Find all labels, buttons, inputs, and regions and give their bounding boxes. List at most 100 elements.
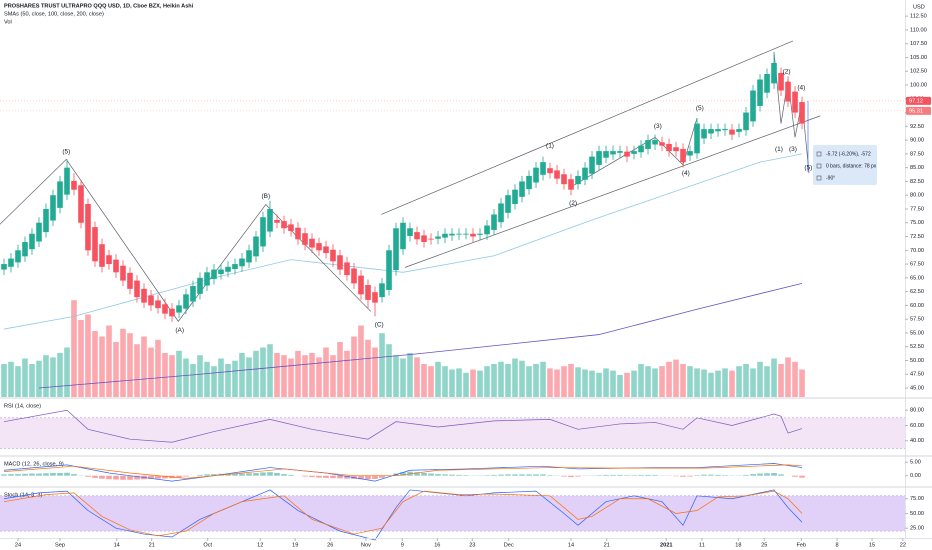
candle-body (169, 308, 175, 317)
x-tick-label: Nov (361, 542, 371, 548)
volume-bar (659, 366, 665, 397)
measure-text: -5.72 (-6.20%), -572 (826, 151, 871, 157)
candle-body (505, 195, 511, 213)
volume-bar (120, 328, 126, 397)
volume-bar (610, 370, 616, 397)
volume-bar (414, 357, 420, 397)
histogram-bar (428, 473, 434, 476)
candle-body (568, 179, 574, 190)
volume-bar (575, 367, 581, 397)
x-tick-label: 15 (869, 542, 875, 548)
volume-bar (386, 344, 392, 397)
indicator-legend: SMAs (50, close, 100, close, 200, close) (4, 11, 104, 17)
volume-bar (582, 369, 588, 397)
candle-body (1, 264, 7, 270)
volume-bar (218, 358, 224, 397)
volume-bar (792, 361, 798, 397)
histogram-bar (631, 475, 637, 476)
histogram-bar (330, 475, 336, 479)
histogram-bar (771, 472, 777, 476)
candle-body (288, 224, 294, 232)
histogram-bar (358, 475, 364, 480)
histogram-bar (400, 472, 406, 476)
histogram-bar (442, 474, 448, 476)
candle-body (64, 167, 70, 195)
volume-bar (8, 361, 14, 397)
histogram-bar (85, 475, 91, 477)
x-tick-label: 16 (434, 542, 440, 548)
histogram-bar (246, 473, 252, 476)
volume-bar (141, 336, 147, 397)
candle-body (771, 62, 777, 84)
histogram-bar (127, 475, 133, 480)
candle-body (638, 145, 644, 153)
histogram-bar (519, 474, 525, 476)
volume-bar (554, 369, 560, 397)
y-tick-label: 107.50 (910, 41, 927, 47)
volume-bar (246, 357, 252, 397)
volume-bar (106, 325, 112, 397)
y-tick-label: 80.00 (910, 408, 924, 414)
histogram-bar (463, 475, 469, 476)
candle-body (701, 129, 707, 139)
candle-body (687, 151, 693, 156)
wave-label: (5) (696, 105, 704, 112)
volume-bar (316, 357, 322, 397)
histogram-bar (722, 475, 728, 476)
histogram-bar (708, 474, 714, 476)
volume-bar (799, 369, 805, 397)
histogram-bar (372, 475, 378, 479)
candle-body (330, 249, 336, 262)
candle-body (561, 174, 567, 185)
histogram-bar (309, 475, 315, 478)
candle-body (43, 208, 49, 233)
candle-body (134, 280, 140, 298)
volume-bar (673, 359, 679, 397)
histogram-bar (8, 474, 14, 476)
histogram-bar (260, 472, 266, 476)
x-tick-label: Dec (504, 542, 514, 548)
wave-label: (4) (682, 170, 690, 177)
histogram-bar (757, 473, 763, 476)
candle-body (358, 275, 364, 295)
candle-body (106, 255, 112, 265)
volume-bar (533, 364, 539, 397)
candle-body (554, 170, 560, 179)
candle-body (435, 236, 441, 239)
histogram-bar (134, 475, 140, 480)
histogram-bar (36, 473, 42, 476)
volume-bar (288, 358, 294, 397)
histogram-bar (750, 474, 756, 476)
indicator-line (3, 464, 803, 479)
volume-legend: Vol (4, 19, 12, 25)
histogram-bar (253, 472, 259, 476)
y-tick-label: 75.00 (910, 220, 924, 226)
histogram-bar (617, 474, 623, 476)
histogram-bar (274, 472, 280, 476)
histogram-bar (624, 475, 630, 476)
y-tick-label: 77.50 (910, 206, 924, 212)
candle-body (141, 288, 147, 303)
candle-body (456, 233, 462, 235)
candle-body (113, 259, 119, 273)
candle-body (666, 143, 672, 152)
candle-body (785, 81, 791, 102)
histogram-bar (449, 474, 455, 476)
y-tick-label: 87.50 (910, 151, 924, 157)
x-tick-label: Sep (55, 542, 65, 548)
measure-text: -90° (826, 175, 835, 181)
candle-body (120, 265, 126, 281)
volume-bar (484, 366, 490, 397)
candle-body (344, 262, 350, 276)
candle-body (750, 90, 756, 122)
histogram-bar (176, 475, 182, 478)
candle-body (484, 225, 490, 235)
candle-body (337, 255, 343, 270)
histogram-bar (379, 475, 385, 478)
volume-bar (211, 366, 217, 397)
y-tick-label: 105.00 (910, 55, 927, 61)
candle-body (15, 250, 21, 263)
x-tick-label: 9 (401, 542, 404, 548)
volume-bar (519, 360, 525, 397)
x-tick-label: 12 (257, 542, 263, 548)
